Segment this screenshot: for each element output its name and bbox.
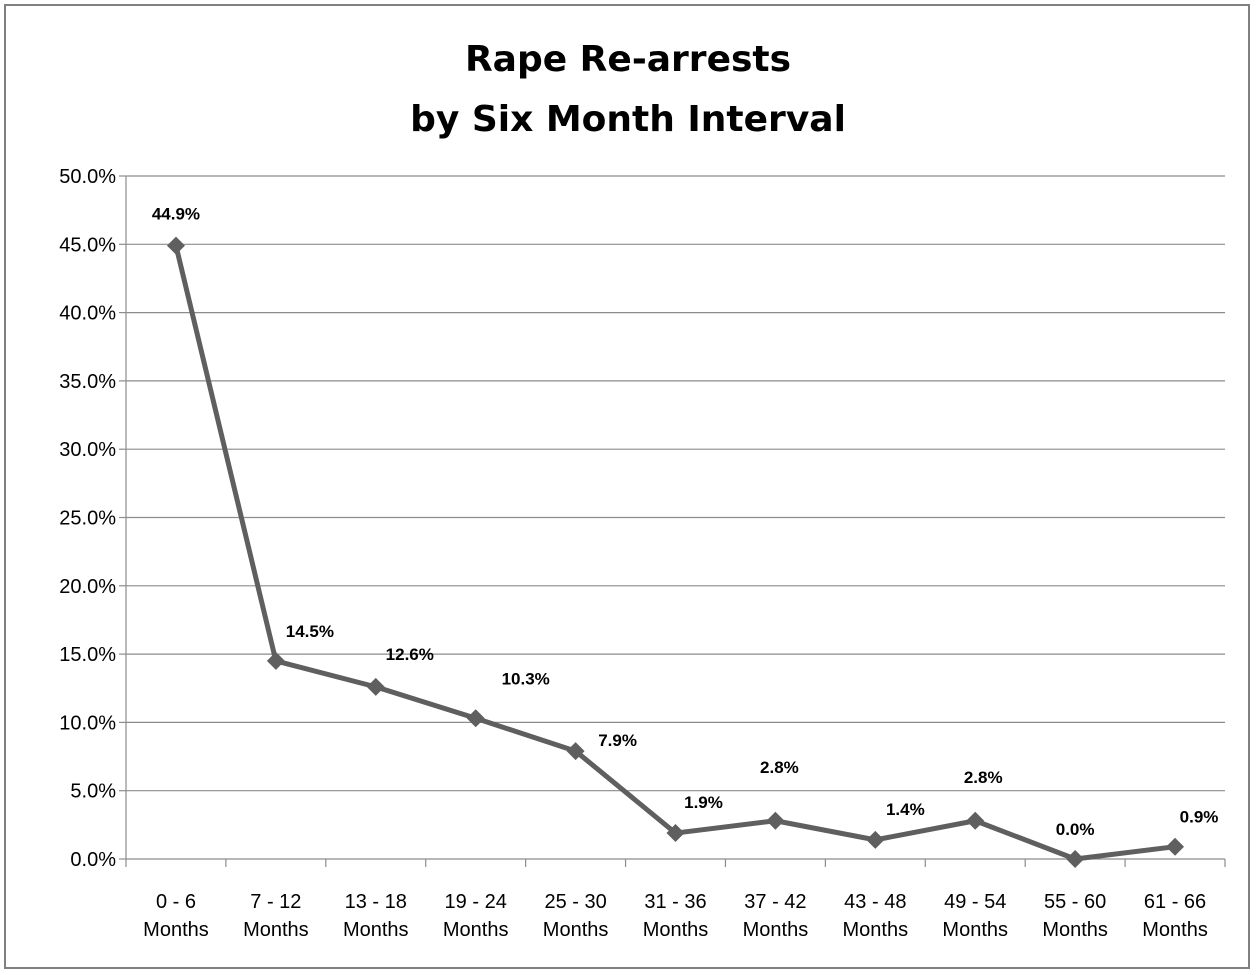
chart-title-line-2: by Six Month Interval [410, 99, 846, 140]
chart-title-line-1: Rape Re-arrests [464, 39, 792, 80]
data-label: 0.0% [1056, 820, 1095, 839]
data-point-marker [566, 742, 585, 761]
data-label: 44.9% [152, 205, 200, 224]
y-tick-label: 0.0% [70, 849, 116, 871]
y-tick-label: 30.0% [59, 439, 116, 461]
y-tick-label: 5.0% [70, 781, 116, 803]
x-tick-label: Months [243, 919, 309, 941]
x-tick-label: 19 - 24 [445, 891, 507, 913]
x-tick-label: Months [643, 919, 709, 941]
chart-frame [4, 4, 1250, 969]
y-tick-label: 10.0% [59, 712, 116, 734]
y-tick-label: 25.0% [59, 508, 116, 530]
data-label: 0.9% [1180, 808, 1219, 827]
data-label: 14.5% [286, 622, 334, 641]
data-point-marker [466, 709, 485, 728]
data-point-marker [666, 824, 685, 843]
data-label: 2.8% [964, 768, 1003, 787]
x-tick-label: 61 - 66 [1144, 891, 1206, 913]
x-tick-label: 37 - 42 [744, 891, 806, 913]
series-line [173, 245, 1176, 862]
x-tick-label: Months [543, 919, 609, 941]
data-label: 2.8% [760, 758, 799, 777]
x-tick-label: 55 - 60 [1044, 891, 1106, 913]
data-point-marker [166, 236, 185, 255]
data-label: 1.4% [886, 800, 925, 819]
data-point-marker [266, 651, 285, 670]
y-tick-label: 50.0% [59, 166, 116, 188]
x-tick-label: Months [143, 919, 209, 941]
x-tick-label: Months [1042, 919, 1108, 941]
y-tick-label: 35.0% [59, 371, 116, 393]
data-label: 12.6% [386, 645, 434, 664]
data-point-marker [866, 830, 885, 849]
x-tick-label: 25 - 30 [544, 891, 606, 913]
y-tick-label: 20.0% [59, 576, 116, 598]
x-tick-label: 43 - 48 [844, 891, 906, 913]
x-tick-label: Months [443, 919, 509, 941]
x-tick-label: Months [942, 919, 1008, 941]
data-label: 1.9% [684, 793, 723, 812]
x-tick-label: Months [743, 919, 809, 941]
y-tick-label: 45.0% [59, 234, 116, 256]
data-label: 10.3% [502, 669, 550, 688]
x-tick-label: 49 - 54 [944, 891, 1006, 913]
data-point-marker [966, 811, 985, 830]
data-point-marker [766, 811, 785, 830]
x-tick-label: Months [843, 919, 909, 941]
data-point-marker [1066, 850, 1085, 868]
x-tick-label: 7 - 12 [250, 891, 301, 913]
x-tick-label: Months [343, 919, 409, 941]
data-point-marker [1166, 837, 1185, 856]
y-tick-label: 15.0% [59, 644, 116, 666]
x-tick-label: Months [1142, 919, 1208, 941]
y-tick-label: 40.0% [59, 303, 116, 325]
x-tick-label: 0 - 6 [156, 891, 196, 913]
data-label: 7.9% [598, 731, 637, 750]
x-tick-label: 13 - 18 [345, 891, 407, 913]
data-point-marker [366, 677, 385, 696]
x-tick-label: 31 - 36 [644, 891, 706, 913]
